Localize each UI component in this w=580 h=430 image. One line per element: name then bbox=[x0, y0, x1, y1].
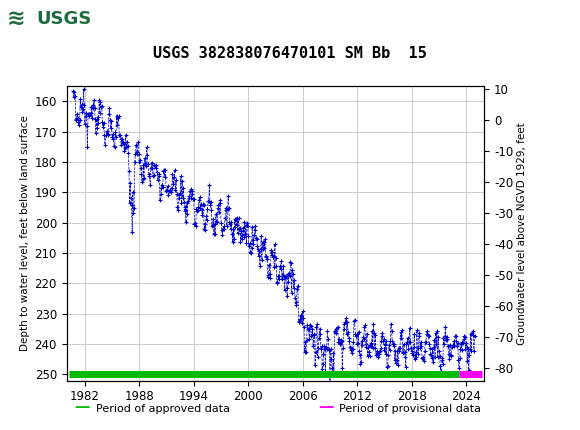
Text: Period of provisional data: Period of provisional data bbox=[339, 404, 481, 415]
Y-axis label: Groundwater level above NGVD 1929, feet: Groundwater level above NGVD 1929, feet bbox=[517, 122, 527, 345]
Text: USGS: USGS bbox=[36, 10, 91, 28]
Text: Period of approved data: Period of approved data bbox=[96, 404, 230, 415]
Y-axis label: Depth to water level, feet below land surface: Depth to water level, feet below land su… bbox=[20, 115, 30, 351]
Text: USGS 382838076470101 SM Bb  15: USGS 382838076470101 SM Bb 15 bbox=[153, 46, 427, 61]
Text: ─: ─ bbox=[319, 399, 332, 419]
Text: ≋: ≋ bbox=[7, 9, 26, 29]
FancyBboxPatch shape bbox=[3, 3, 93, 37]
Text: ─: ─ bbox=[75, 399, 89, 419]
